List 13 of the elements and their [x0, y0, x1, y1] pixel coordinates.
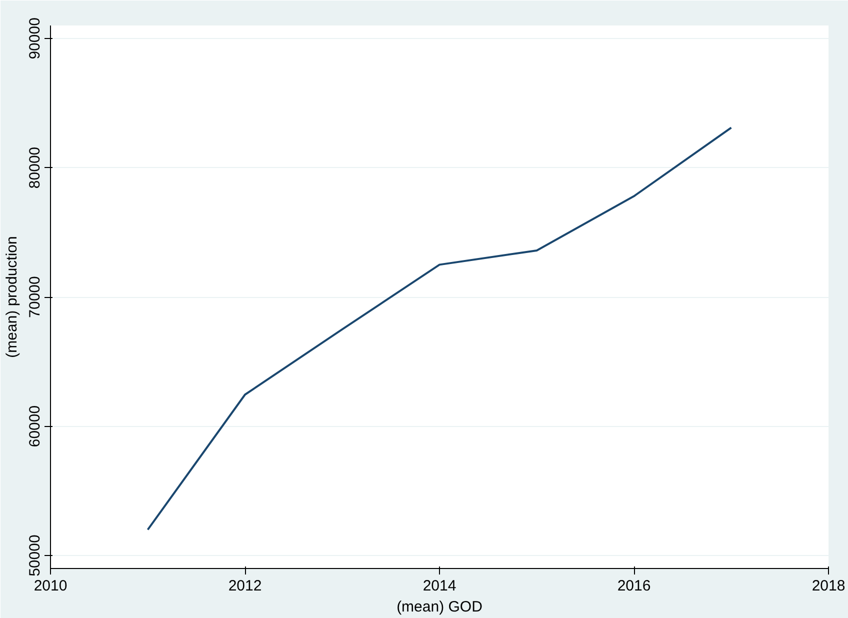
- y-tick-label: 70000: [26, 276, 44, 318]
- y-tick-label: 90000: [26, 18, 44, 60]
- x-tick-label: 2016: [617, 578, 651, 594]
- x-tick-label: 2018: [812, 578, 846, 594]
- x-tick-label: 2012: [228, 578, 262, 594]
- line-series: [146, 126, 732, 531]
- y-tick-label: 50000: [26, 534, 44, 576]
- y-axis-title: (mean) production: [4, 236, 20, 358]
- y-tick-label: 60000: [26, 405, 44, 448]
- x-tick-label: 2014: [422, 578, 456, 594]
- x-axis-title: (mean) GOD: [396, 598, 483, 616]
- y-tick-label: 80000: [26, 146, 44, 189]
- x-tick-label: 2010: [34, 578, 68, 594]
